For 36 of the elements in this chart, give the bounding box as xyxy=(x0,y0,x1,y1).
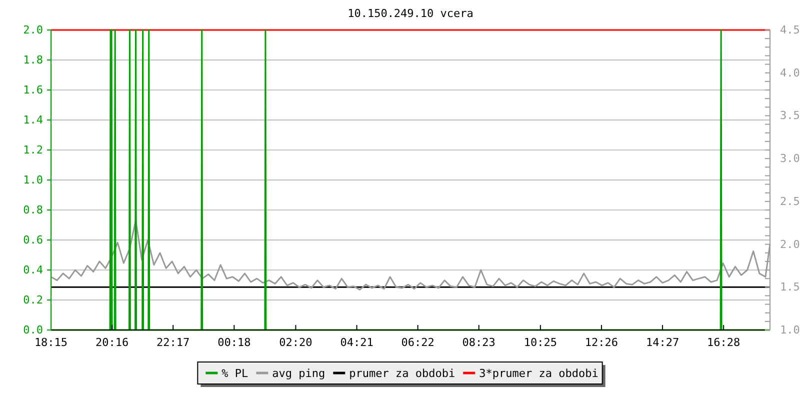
y-tick-label: 1.4 xyxy=(23,114,44,127)
x-tick-label: 00:18 xyxy=(218,336,251,349)
x-tick-label: 08:23 xyxy=(462,336,496,349)
y2-tick-label: 2.0 xyxy=(780,238,800,251)
y-tick-label: 0.2 xyxy=(23,294,43,307)
x-tick-label: 12:26 xyxy=(584,336,618,349)
x-tick-label: 20:16 xyxy=(95,336,129,349)
legend-label: 3*prumer za obdobi xyxy=(479,367,598,380)
y2-tick-label: 4.5 xyxy=(780,24,800,37)
y-tick-label: 0.0 xyxy=(23,324,43,337)
y-tick-label: 1.6 xyxy=(23,84,43,97)
legend-label: prumer za obdobi xyxy=(349,367,456,380)
y-tick-label: 1.0 xyxy=(23,174,43,187)
y-tick-label: 1.8 xyxy=(23,54,43,67)
chart-title: 10.150.249.10 vcera xyxy=(348,7,474,20)
y-tick-label: 0.8 xyxy=(23,204,43,217)
y2-tick-label: 2.5 xyxy=(780,194,800,208)
y-tick-label: 2.0 xyxy=(23,24,43,37)
x-tick-label: 04:21 xyxy=(340,336,374,349)
legend-label: % PL xyxy=(222,367,249,380)
y-tick-label: 0.4 xyxy=(23,264,44,277)
x-tick-label: 10:25 xyxy=(524,336,557,349)
y-tick-label: 0.6 xyxy=(23,234,43,247)
x-tick-label: 16:28 xyxy=(707,336,740,349)
x-tick-label: 14:27 xyxy=(646,336,680,349)
x-tick-label: 06:22 xyxy=(401,336,434,349)
legend-label: avg ping xyxy=(272,367,326,380)
x-tick-label: 22:17 xyxy=(156,336,190,349)
y-tick-label: 1.2 xyxy=(23,144,43,157)
y2-tick-label: 3.0 xyxy=(780,152,800,166)
y2-tick-label: 3.5 xyxy=(780,109,800,122)
x-tick-label: 18:15 xyxy=(34,336,68,349)
y2-tick-label: 4.0 xyxy=(780,66,800,80)
y2-tick-label: 1.0 xyxy=(780,324,800,337)
y2-tick-label: 1.5 xyxy=(780,280,800,294)
x-tick-label: 02:20 xyxy=(279,336,312,349)
